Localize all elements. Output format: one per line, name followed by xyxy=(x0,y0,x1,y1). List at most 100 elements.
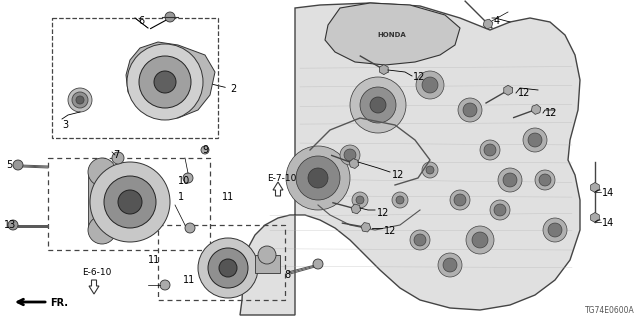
Circle shape xyxy=(422,162,438,178)
Circle shape xyxy=(68,88,92,112)
Circle shape xyxy=(472,232,488,248)
Text: 12: 12 xyxy=(384,226,396,236)
Circle shape xyxy=(165,12,175,22)
Bar xyxy=(158,225,285,300)
Polygon shape xyxy=(361,223,371,232)
Circle shape xyxy=(438,253,462,277)
Text: 14: 14 xyxy=(602,218,614,228)
Circle shape xyxy=(426,166,434,174)
Circle shape xyxy=(185,223,195,233)
Text: 12: 12 xyxy=(518,88,531,98)
Text: 12: 12 xyxy=(377,208,389,218)
Text: 5: 5 xyxy=(6,160,12,170)
Circle shape xyxy=(458,98,482,122)
Circle shape xyxy=(118,190,142,214)
Polygon shape xyxy=(325,3,460,65)
Circle shape xyxy=(72,92,88,108)
Circle shape xyxy=(198,238,258,298)
Circle shape xyxy=(313,259,323,269)
Text: 11: 11 xyxy=(222,192,234,202)
Circle shape xyxy=(308,168,328,188)
Circle shape xyxy=(219,259,237,277)
Circle shape xyxy=(528,133,542,147)
Text: 4: 4 xyxy=(494,16,500,26)
Circle shape xyxy=(201,146,209,154)
Circle shape xyxy=(416,71,444,99)
Circle shape xyxy=(392,192,408,208)
Circle shape xyxy=(539,174,551,186)
FancyArrow shape xyxy=(89,280,99,294)
Bar xyxy=(52,18,218,138)
Text: 10: 10 xyxy=(178,176,190,186)
Text: 2: 2 xyxy=(230,84,236,94)
Circle shape xyxy=(344,149,356,161)
Circle shape xyxy=(350,77,406,133)
Circle shape xyxy=(360,87,396,123)
Polygon shape xyxy=(483,19,493,29)
Polygon shape xyxy=(504,85,513,95)
Circle shape xyxy=(454,194,466,206)
Text: 12: 12 xyxy=(392,170,404,180)
Circle shape xyxy=(286,146,350,210)
Circle shape xyxy=(356,196,364,204)
Circle shape xyxy=(466,226,494,254)
Circle shape xyxy=(535,170,555,190)
Circle shape xyxy=(494,204,506,216)
Circle shape xyxy=(8,220,18,230)
Text: 8: 8 xyxy=(284,270,290,280)
Polygon shape xyxy=(531,105,541,114)
Polygon shape xyxy=(380,65,388,75)
Circle shape xyxy=(548,223,562,237)
Text: E-7-10: E-7-10 xyxy=(267,174,296,183)
Circle shape xyxy=(88,158,116,186)
Circle shape xyxy=(296,156,340,200)
Circle shape xyxy=(76,96,84,104)
Polygon shape xyxy=(126,42,215,118)
Circle shape xyxy=(463,103,477,117)
Text: TG74E0600A: TG74E0600A xyxy=(585,306,635,315)
Circle shape xyxy=(490,200,510,220)
Circle shape xyxy=(498,168,522,192)
Text: 3: 3 xyxy=(62,120,68,130)
Text: 11: 11 xyxy=(183,275,195,285)
Text: 13: 13 xyxy=(4,220,16,230)
Text: 7: 7 xyxy=(113,150,119,160)
Circle shape xyxy=(183,173,193,183)
Circle shape xyxy=(396,196,404,204)
FancyArrow shape xyxy=(273,182,283,196)
Circle shape xyxy=(543,218,567,242)
Circle shape xyxy=(484,144,496,156)
Text: FR.: FR. xyxy=(50,298,68,308)
Circle shape xyxy=(370,97,386,113)
Circle shape xyxy=(503,173,517,187)
Circle shape xyxy=(443,258,457,272)
Polygon shape xyxy=(591,182,599,193)
Circle shape xyxy=(352,192,368,208)
Polygon shape xyxy=(349,159,359,169)
Circle shape xyxy=(422,77,438,93)
Text: 1: 1 xyxy=(178,192,184,202)
Text: 11: 11 xyxy=(148,255,160,265)
Polygon shape xyxy=(351,204,361,214)
Polygon shape xyxy=(240,3,580,315)
Circle shape xyxy=(208,248,248,288)
Text: 12: 12 xyxy=(545,108,557,118)
Circle shape xyxy=(154,71,176,93)
Circle shape xyxy=(410,230,430,250)
Circle shape xyxy=(414,234,426,246)
Circle shape xyxy=(340,145,360,165)
Text: HONDA: HONDA xyxy=(378,32,406,38)
Circle shape xyxy=(258,246,276,264)
Circle shape xyxy=(127,44,203,120)
Circle shape xyxy=(160,280,170,290)
Circle shape xyxy=(13,160,23,170)
Text: 6: 6 xyxy=(138,16,144,26)
Circle shape xyxy=(450,190,470,210)
Circle shape xyxy=(112,152,124,164)
Bar xyxy=(88,172,116,230)
Bar xyxy=(255,255,280,273)
Circle shape xyxy=(90,162,170,242)
Text: 9: 9 xyxy=(202,145,208,155)
Polygon shape xyxy=(591,212,599,222)
Circle shape xyxy=(139,56,191,108)
